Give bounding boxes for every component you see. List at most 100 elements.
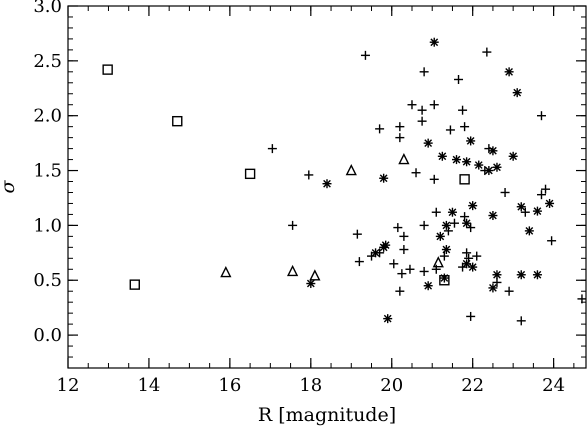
plus-marker [466,223,476,233]
plus-marker [504,286,514,296]
asterisk-marker [462,157,472,167]
asterisk-marker [466,136,476,146]
asterisk-marker [452,155,461,165]
asterisk-marker [439,273,449,283]
plus-marker [419,266,429,276]
x-axis: 12 14 16 18 20 22 24 [57,6,565,396]
square-marker [129,279,140,290]
plus-marker [460,212,470,222]
plus-marker [439,251,449,261]
plus-marker [393,223,403,233]
plus-marker [267,144,277,154]
plus-marker [454,74,464,84]
asterisk-marker [524,226,534,236]
asterisk-marker [484,166,494,176]
plus-marker [449,218,459,228]
triangle-marker [432,256,444,268]
asterisk-marker [512,88,522,98]
plus-marker [431,207,441,217]
y-axis: 0.0 0.5 1.0 1.5 2.0 2.5 3.0 [33,0,586,346]
plus-marker [445,125,455,135]
plus-marker [466,311,476,321]
asterisk-marker [462,218,472,228]
plus-marker [288,220,298,230]
x-tick-label: 16 [218,375,241,396]
asterisk-marker [381,240,391,250]
y-tick-label: 2.0 [33,106,62,127]
x-tick-label: 22 [461,375,484,396]
asterisk-marker [492,162,502,172]
plus-marker [577,294,587,304]
triangle-marker [220,265,232,278]
triangle-marker [345,163,357,176]
plus-marker [536,111,546,121]
triangle-marker [286,264,299,277]
plus-marker [399,245,409,255]
asterisk-marker [492,270,502,280]
y-tick-label: 2.5 [33,51,62,72]
asterisk-marker [379,173,389,183]
square-marker [102,64,113,75]
asterisk-marker [447,207,457,217]
y-axis-label: σ [0,179,19,193]
asterisk-marker [429,37,439,47]
asterisk-marker [435,231,445,241]
x-tick-label: 20 [380,375,403,396]
plus-marker [462,248,472,258]
asterisk-marker [532,206,542,216]
asterisk-marker [423,281,433,291]
plus-marker [516,316,526,326]
plus-marker [429,174,439,184]
square-marker [172,115,183,127]
asterisk-marker [322,179,332,189]
asterisk-marker [474,160,484,170]
plus-marker [536,190,546,200]
asterisk-marker [441,245,451,255]
y-tick-label: 1.5 [33,161,62,182]
asterisk-marker [504,67,514,77]
plus-marker [419,220,429,230]
plus-marker [460,122,470,132]
asterisk-marker [508,151,518,161]
plus-marker [417,116,427,126]
plus-marker [395,286,405,296]
plus-marker [458,105,468,115]
plus-marker [397,269,407,279]
plus-marker [482,47,492,57]
asterisk-marker [516,202,526,212]
x-tick-label: 14 [137,375,160,396]
asterisk-marker [468,201,478,211]
plus-marker [399,231,409,241]
plot-frame [67,5,587,369]
y-tick-label: 3.0 [33,0,62,17]
asterisk-marker [545,198,555,208]
plus-marker [429,100,439,110]
asterisk-marker [306,279,316,289]
plus-marker [354,257,364,267]
square-marker [459,174,470,185]
asterisk-marker [516,270,526,280]
y-tick-label: 1.0 [33,215,62,236]
x-tick-label: 12 [57,375,80,396]
y-tick-label: 0.0 [33,325,62,346]
plus-marker [419,67,429,77]
asterisk-marker [423,138,433,148]
plus-marker [547,236,557,246]
plus-marker [417,105,427,115]
asterisk-marker [437,151,447,161]
plus-marker [407,100,417,110]
plus-marker [389,259,399,269]
plus-marker [492,277,502,287]
plus-marker [360,50,370,60]
plus-marker [352,229,362,239]
data-points [102,37,587,326]
asterisk-marker [488,283,498,293]
y-tick-label: 0.5 [33,270,62,291]
triangle-marker [398,153,410,165]
plus-marker [395,122,405,132]
triangle-marker [309,269,321,281]
plus-marker [375,124,385,134]
x-tick-label: 24 [542,375,565,396]
plus-marker [431,264,441,274]
